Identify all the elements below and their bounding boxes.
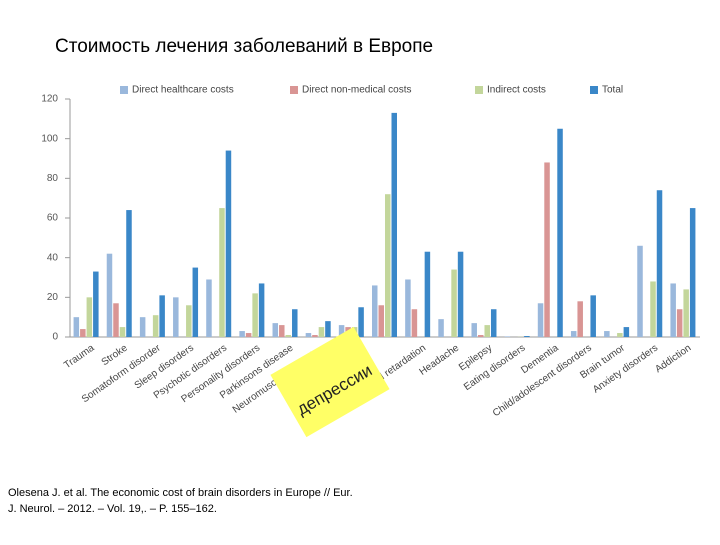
y-tick-label: 40: [47, 252, 59, 263]
x-tick-label: Trauma: [62, 342, 97, 371]
legend-swatch: [290, 86, 298, 94]
legend-label: Direct healthcare costs: [132, 85, 234, 96]
bar: [306, 333, 312, 337]
bar: [219, 208, 225, 337]
bar: [690, 208, 696, 337]
y-tick-label: 120: [41, 94, 58, 105]
y-tick-label: 0: [52, 332, 58, 343]
source-line: Olesena J. et al. The economic cost of b…: [8, 487, 353, 499]
bar: [577, 301, 583, 337]
bar: [484, 325, 490, 337]
bar: [538, 303, 544, 337]
bar: [113, 303, 119, 337]
bar: [557, 129, 563, 337]
bar: [617, 333, 623, 337]
bar: [286, 335, 292, 337]
bar: [126, 210, 132, 337]
bar: [524, 336, 530, 337]
bar: [372, 285, 378, 337]
legend-swatch: [475, 86, 483, 94]
bar: [491, 309, 497, 337]
bar: [458, 252, 464, 337]
bar: [392, 113, 398, 337]
bar: [590, 295, 596, 337]
bar: [120, 327, 126, 337]
bar: [292, 309, 298, 337]
bar: [246, 333, 252, 337]
bar: [87, 297, 93, 337]
bar: [358, 307, 364, 337]
bar: [186, 305, 192, 337]
bar: [385, 194, 391, 337]
legend-label: Indirect costs: [487, 85, 546, 96]
bar: [405, 279, 411, 337]
bar: [571, 331, 577, 337]
bar: [153, 315, 159, 337]
bar: [140, 317, 146, 337]
y-tick-label: 100: [41, 133, 58, 144]
y-tick-label: 60: [47, 213, 59, 224]
legend-swatch: [590, 86, 598, 94]
bar: [80, 329, 86, 337]
bar: [604, 331, 610, 337]
bar: [544, 162, 550, 337]
bar: [637, 246, 643, 337]
bar: [312, 335, 318, 337]
bar: [677, 309, 683, 337]
bar: [650, 281, 656, 337]
bar: [239, 331, 245, 337]
bar: [74, 317, 80, 337]
bar: [193, 268, 199, 337]
bar: [107, 254, 113, 337]
chart-title: Стоимость лечения заболеваний в Европе: [55, 36, 433, 57]
bar: [319, 327, 325, 337]
y-tick-label: 80: [47, 173, 59, 184]
bar: [259, 283, 265, 337]
legend-label: Total: [602, 85, 623, 96]
bar: [624, 327, 630, 337]
bar: [379, 305, 385, 337]
source-line: J. Neurol. – 2012. – Vol. 19,. – P. 155–…: [8, 503, 217, 515]
bar: [683, 289, 689, 337]
x-tick-label: Addiction: [653, 343, 693, 376]
bar: [159, 295, 165, 337]
legend-label: Direct non-medical costs: [302, 85, 411, 96]
bar: [451, 270, 457, 337]
x-tick-label: Eating disorders: [462, 343, 528, 393]
bar: [93, 272, 99, 337]
bar: [657, 190, 663, 337]
bar: [325, 321, 331, 337]
bar: [478, 335, 484, 337]
bar: [412, 309, 418, 337]
bar: [206, 279, 212, 337]
y-tick-label: 20: [47, 292, 59, 303]
bar: [173, 297, 179, 337]
bar: [471, 323, 477, 337]
legend-swatch: [120, 86, 128, 94]
bar: [670, 283, 676, 337]
bar: [425, 252, 431, 337]
bar: [505, 336, 511, 337]
bar: [438, 319, 444, 337]
bar: [273, 323, 279, 337]
bar: [252, 293, 257, 337]
bar: [226, 151, 232, 337]
bar: [279, 325, 285, 337]
